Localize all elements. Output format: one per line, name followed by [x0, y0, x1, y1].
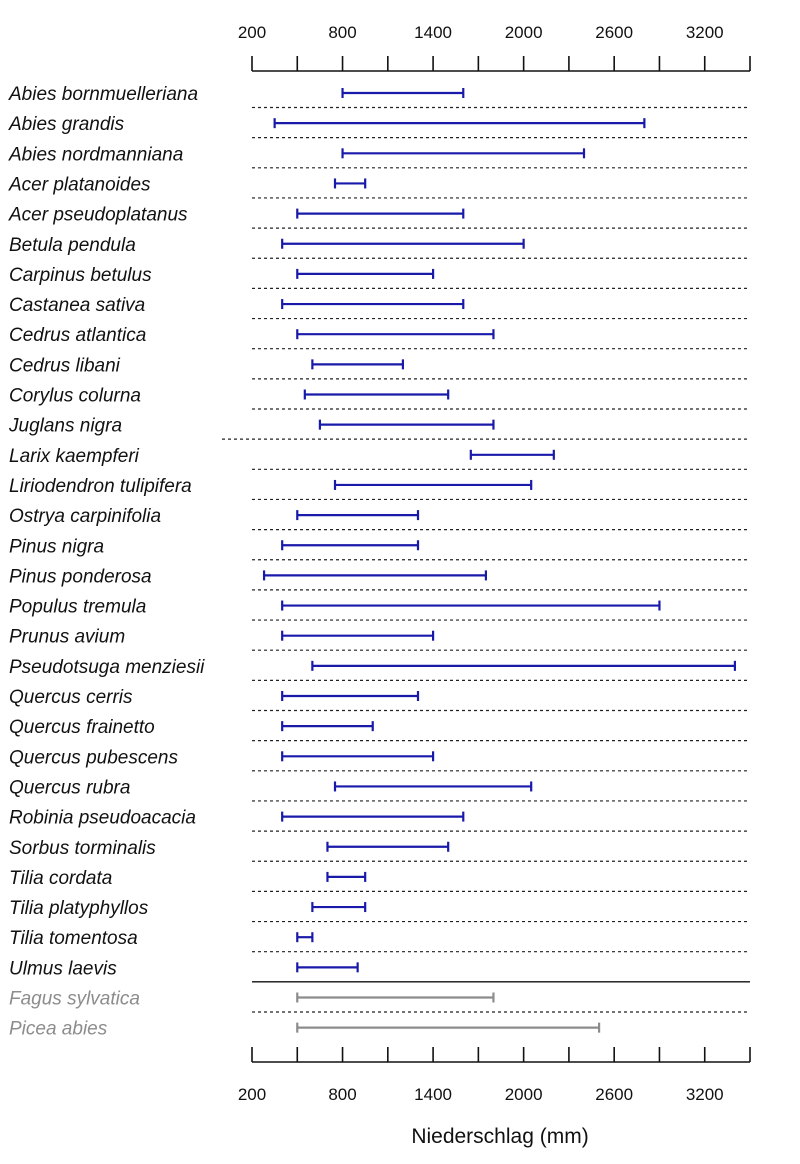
species-label: Prunus avium	[9, 627, 125, 648]
bottom-tick-label: 2000	[505, 1085, 543, 1104]
species-label: Quercus cerris	[9, 687, 133, 708]
top-tick-label: 2600	[595, 23, 633, 42]
species-label: Pinus nigra	[9, 536, 104, 557]
species-label: Acer pseudoplatanus	[8, 205, 188, 226]
species-label: Tilia cordata	[9, 868, 112, 889]
species-label: Quercus pubescens	[9, 747, 178, 768]
top-tick-label: 1400	[414, 23, 452, 42]
species-label: Ulmus laevis	[9, 958, 117, 979]
species-label: Quercus rubra	[9, 777, 130, 798]
top-tick-label: 200	[238, 23, 266, 42]
species-label: Carpinus betulus	[9, 265, 152, 286]
top-tick-label: 2000	[505, 23, 543, 42]
species-label: Fagus sylvatica	[9, 989, 140, 1010]
species-label: Liriodendron tulipifera	[9, 476, 192, 497]
species-label: Corylus colurna	[9, 386, 141, 407]
species-label: Tilia tomentosa	[9, 928, 138, 949]
species-label: Cedrus libani	[9, 355, 121, 376]
species-label: Picea abies	[9, 1019, 108, 1040]
species-label: Abies bornmuelleriana	[8, 84, 198, 105]
species-label: Larix kaempferi	[9, 446, 140, 467]
species-label: Pseudotsuga menziesii	[9, 657, 205, 678]
bottom-tick-label: 800	[328, 1085, 356, 1104]
species-label: Tilia platyphyllos	[9, 898, 149, 919]
species-label: Populus tremula	[9, 597, 146, 618]
species-label: Sorbus torminalis	[9, 838, 156, 859]
species-rows: Abies bornmuelleriana Abies grandis Abies …	[8, 84, 750, 1040]
bottom-x-axis: 200 800 1400 2000 2600 3200	[238, 1047, 751, 1104]
species-label: Cedrus atlantica	[9, 325, 146, 346]
species-label: Castanea sativa	[9, 295, 145, 316]
species-label: Abies grandis	[8, 114, 125, 135]
species-label: Quercus frainetto	[9, 717, 155, 738]
species-label: Ostrya carpinifolia	[9, 506, 161, 527]
bottom-tick-label: 3200	[686, 1085, 724, 1104]
top-x-axis: 200 800 1400 2000 2600 3200	[238, 23, 751, 72]
species-label: Robinia pseudoacacia	[9, 808, 196, 829]
top-tick-label: 3200	[686, 23, 724, 42]
x-axis-title: Niederschlag (mm)	[411, 1125, 588, 1148]
species-label: Pinus ponderosa	[9, 566, 152, 587]
bottom-tick-label: 200	[238, 1085, 266, 1104]
species-label: Juglans nigra	[8, 416, 122, 437]
species-label: Abies nordmanniana	[8, 144, 183, 165]
species-label: Betula pendula	[9, 235, 136, 256]
species-label: Acer platanoides	[8, 174, 151, 195]
top-tick-label: 800	[328, 23, 356, 42]
bottom-tick-label: 1400	[414, 1085, 452, 1104]
bottom-tick-label: 2600	[595, 1085, 633, 1104]
